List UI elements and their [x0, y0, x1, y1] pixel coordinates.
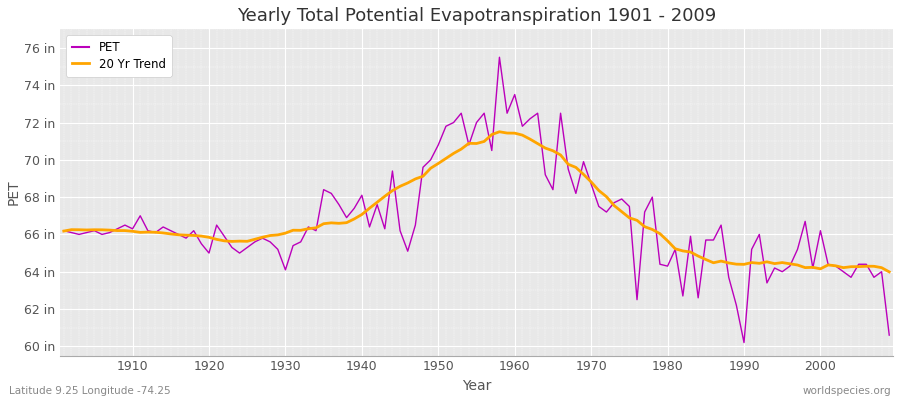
X-axis label: Year: Year	[462, 379, 491, 393]
Title: Yearly Total Potential Evapotranspiration 1901 - 2009: Yearly Total Potential Evapotranspiratio…	[237, 7, 716, 25]
Text: Latitude 9.25 Longitude -74.25: Latitude 9.25 Longitude -74.25	[9, 386, 171, 396]
Legend: PET, 20 Yr Trend: PET, 20 Yr Trend	[66, 35, 172, 76]
Text: worldspecies.org: worldspecies.org	[803, 386, 891, 396]
Y-axis label: PET: PET	[7, 180, 21, 205]
